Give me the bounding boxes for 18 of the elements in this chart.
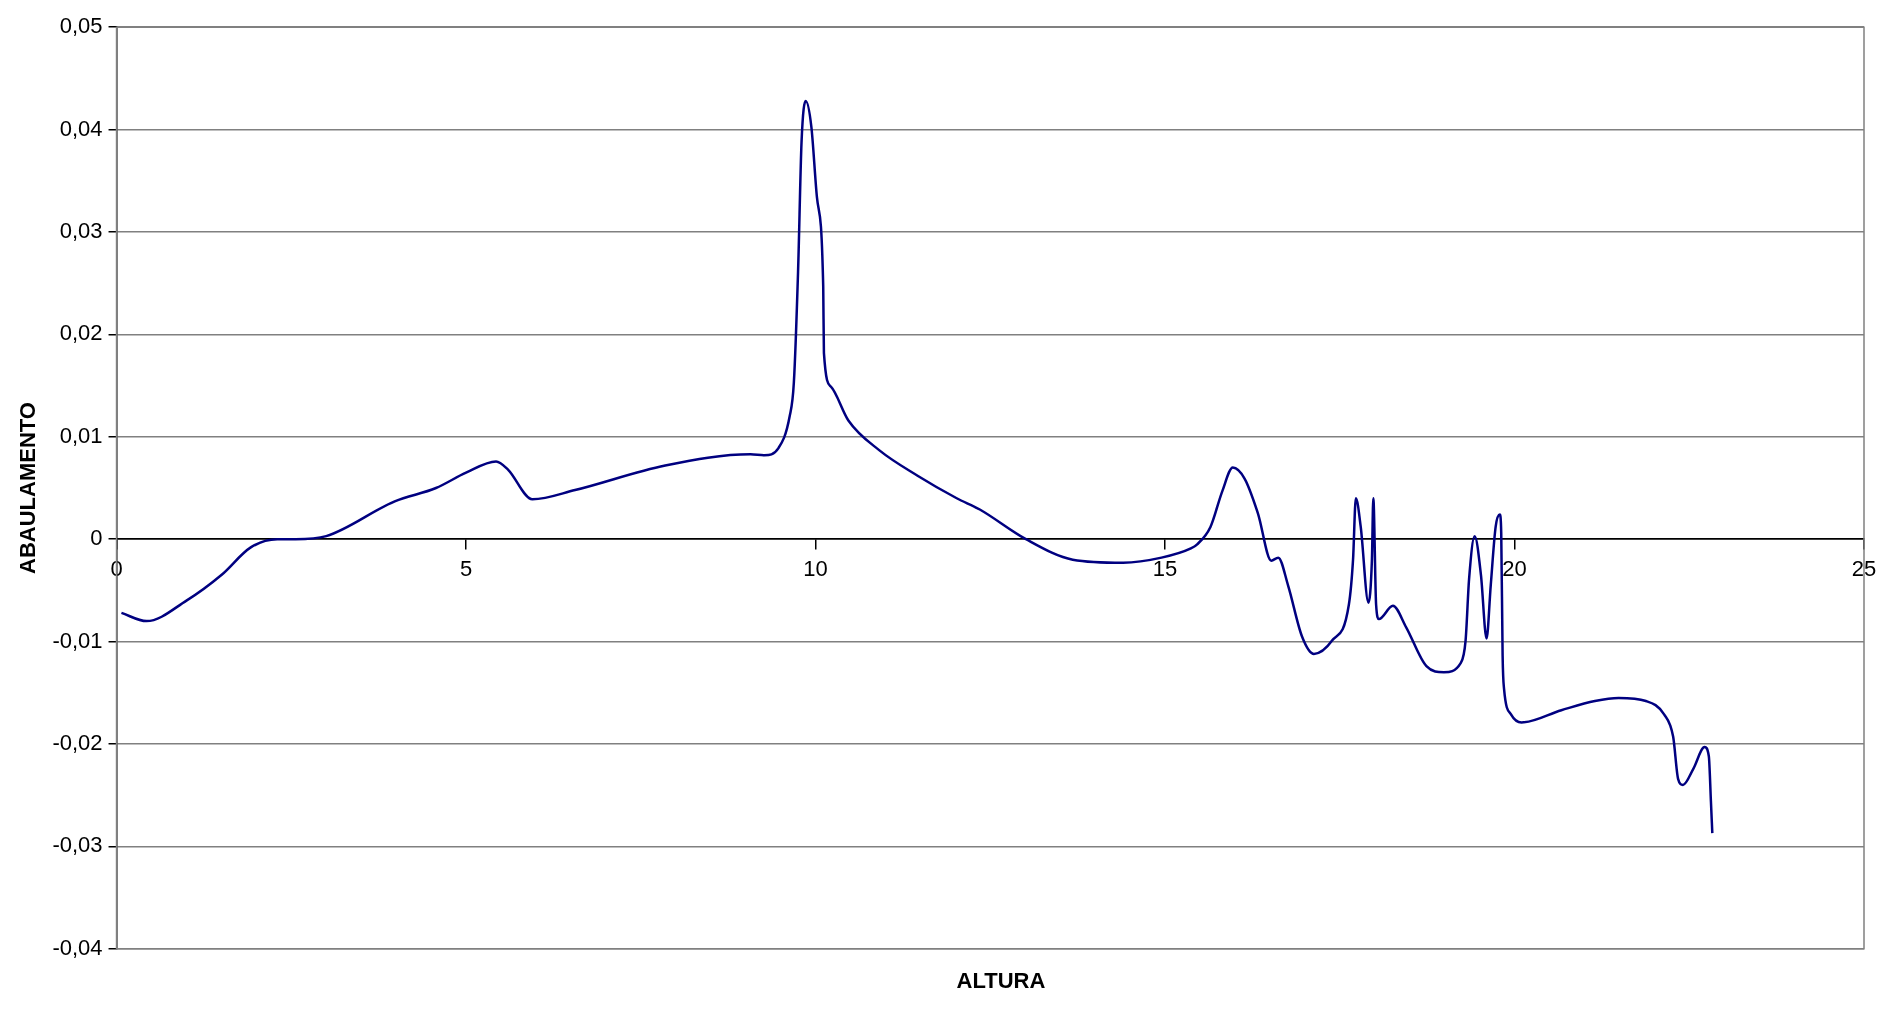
y-tick-label: 0,02 (59, 320, 103, 346)
x-tick-label: 25 (1851, 556, 1877, 582)
line-series (120, 99, 1714, 835)
y-tick-label: -0,03 (52, 832, 103, 858)
y-axis-title: ABAULAMENTO (15, 402, 41, 574)
y-tick-label: 0,01 (59, 422, 103, 448)
y-tick-label: 0,03 (59, 218, 103, 244)
x-axis-title: ALTURA (955, 968, 1047, 994)
y-tick-label: 0,04 (59, 115, 103, 141)
y-tick-label: 0,05 (59, 13, 103, 39)
y-tick-label: 0 (90, 525, 103, 551)
x-tick-label: 15 (1152, 556, 1178, 582)
x-tick-label: 10 (803, 556, 828, 582)
y-tick-label: -0,04 (52, 934, 103, 960)
y-tick-label: -0,01 (52, 627, 103, 653)
x-tick-label: 5 (459, 556, 473, 582)
y-tick-label: -0,02 (52, 730, 103, 756)
x-tick-label: 20 (1502, 556, 1527, 582)
